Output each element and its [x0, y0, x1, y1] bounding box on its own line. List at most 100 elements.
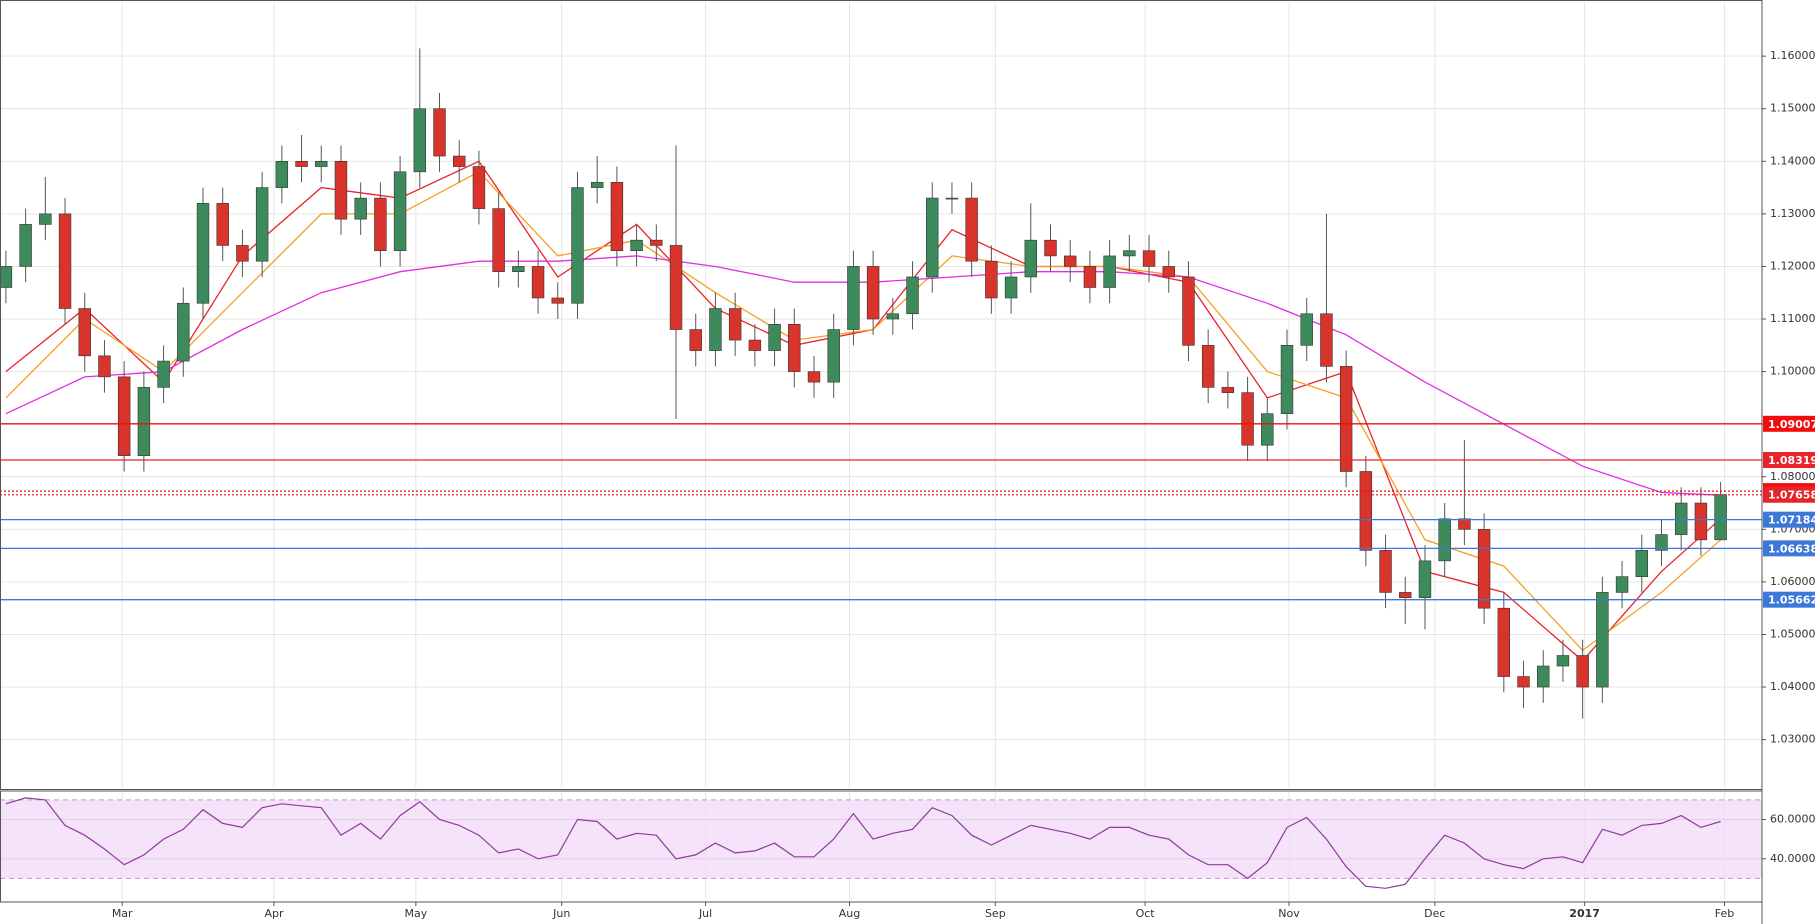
candle-body [1517, 676, 1530, 688]
y-tick-label: 1.06000 [1770, 575, 1816, 588]
y-tick-label: 1.04000 [1770, 680, 1816, 693]
y-tick-label: 60.0000 [1770, 813, 1816, 826]
candle-body [512, 266, 525, 273]
level-label: 1.09007 [1768, 418, 1817, 431]
candle-body [1083, 266, 1097, 288]
candle-body [906, 276, 919, 315]
candle-body [531, 266, 545, 299]
level-label-box [1763, 591, 1815, 608]
level-label-box [1763, 451, 1815, 468]
candle-body [807, 371, 821, 383]
level-label-box [1763, 486, 1815, 503]
candle-body [157, 360, 170, 388]
candle-body [19, 224, 32, 267]
candle-body [1556, 655, 1570, 667]
x-tick-label: Dec [1424, 907, 1445, 920]
x-tick-label: Feb [1715, 907, 1734, 920]
candle-body [886, 313, 900, 320]
candle-body [1596, 592, 1609, 688]
candle-body [1635, 550, 1648, 577]
candle-body [1379, 550, 1392, 593]
candle-body [590, 182, 604, 188]
x-tick-label: Oct [1136, 907, 1156, 920]
candle-body [39, 213, 52, 225]
y-tick-label: 1.12000 [1770, 259, 1816, 272]
candle-body [689, 329, 702, 351]
candle-body [985, 260, 998, 299]
candle-body [1438, 518, 1451, 562]
candle-body [1221, 387, 1235, 393]
candle-body [1241, 392, 1254, 446]
candle-body [748, 339, 762, 351]
candle-body [1044, 239, 1057, 257]
candle-body [196, 203, 210, 304]
candle-body [1458, 518, 1471, 530]
level-label-box [1763, 540, 1815, 557]
candle-body [453, 155, 466, 167]
candle-body [630, 239, 643, 251]
candle-body [926, 197, 939, 278]
candle-body [1261, 413, 1274, 446]
candle-body [1537, 665, 1550, 688]
candle-body [571, 187, 584, 304]
candle-body [610, 182, 624, 251]
candle-body [1063, 255, 1077, 267]
candle-body [728, 308, 742, 341]
level-label: 1.05662 [1768, 594, 1817, 607]
candle-body [1201, 345, 1215, 388]
candle-body [413, 108, 427, 173]
x-tick-label: May [404, 907, 427, 920]
candle-body [374, 197, 387, 251]
level-label: 1.06638 [1768, 542, 1817, 555]
candle-body [551, 297, 564, 304]
candle-body [393, 171, 407, 251]
candle-body [58, 213, 72, 309]
candle-body [216, 203, 229, 246]
candle-body [236, 245, 249, 262]
candle-body [866, 266, 880, 320]
x-tick-label: 2017 [1569, 907, 1600, 920]
y-tick-label: 40.0000 [1770, 852, 1816, 865]
candle-body [669, 245, 683, 330]
candle-body [1024, 239, 1038, 278]
x-tick-label: Nov [1278, 907, 1300, 920]
candle-body [255, 187, 269, 262]
candle-body [1615, 576, 1629, 593]
candle-body [965, 197, 978, 262]
y-tick-label: 1.13000 [1770, 207, 1816, 220]
x-tick-label: Aug [839, 907, 860, 920]
x-tick-label: Jun [552, 907, 570, 920]
candle-body [315, 161, 328, 167]
level-label-box [1763, 415, 1815, 432]
candle-body [1576, 655, 1589, 688]
y-tick-label: 1.11000 [1770, 312, 1816, 325]
candle-body [650, 239, 663, 246]
candle-body [1714, 494, 1727, 541]
candle-body [1674, 502, 1688, 535]
candle-body [1123, 250, 1136, 257]
candle-body [1142, 250, 1156, 267]
candle-body [472, 166, 486, 209]
candle-body [1694, 502, 1708, 541]
candle-body [137, 387, 151, 457]
candle-body [768, 323, 781, 351]
candle-body [847, 266, 860, 330]
x-tick-label: Jul [698, 907, 712, 920]
candle-body [827, 329, 840, 383]
x-tick-label: Apr [264, 907, 284, 920]
candle-body [1339, 366, 1353, 472]
candle-body [945, 197, 959, 200]
y-tick-label: 1.15000 [1770, 102, 1816, 115]
x-tick-label: Sep [985, 907, 1006, 920]
y-tick-label: 1.05000 [1770, 627, 1816, 640]
candle-body [1497, 607, 1511, 677]
candle-body [1477, 529, 1491, 609]
candle-body [0, 266, 13, 288]
y-tick-label: 1.10000 [1770, 365, 1816, 378]
candle-body [433, 108, 446, 157]
candle-body [354, 197, 367, 220]
candle-body [1280, 345, 1294, 414]
level-label: 1.08319 [1768, 454, 1817, 467]
level-label: 1.07184 [1768, 514, 1817, 527]
